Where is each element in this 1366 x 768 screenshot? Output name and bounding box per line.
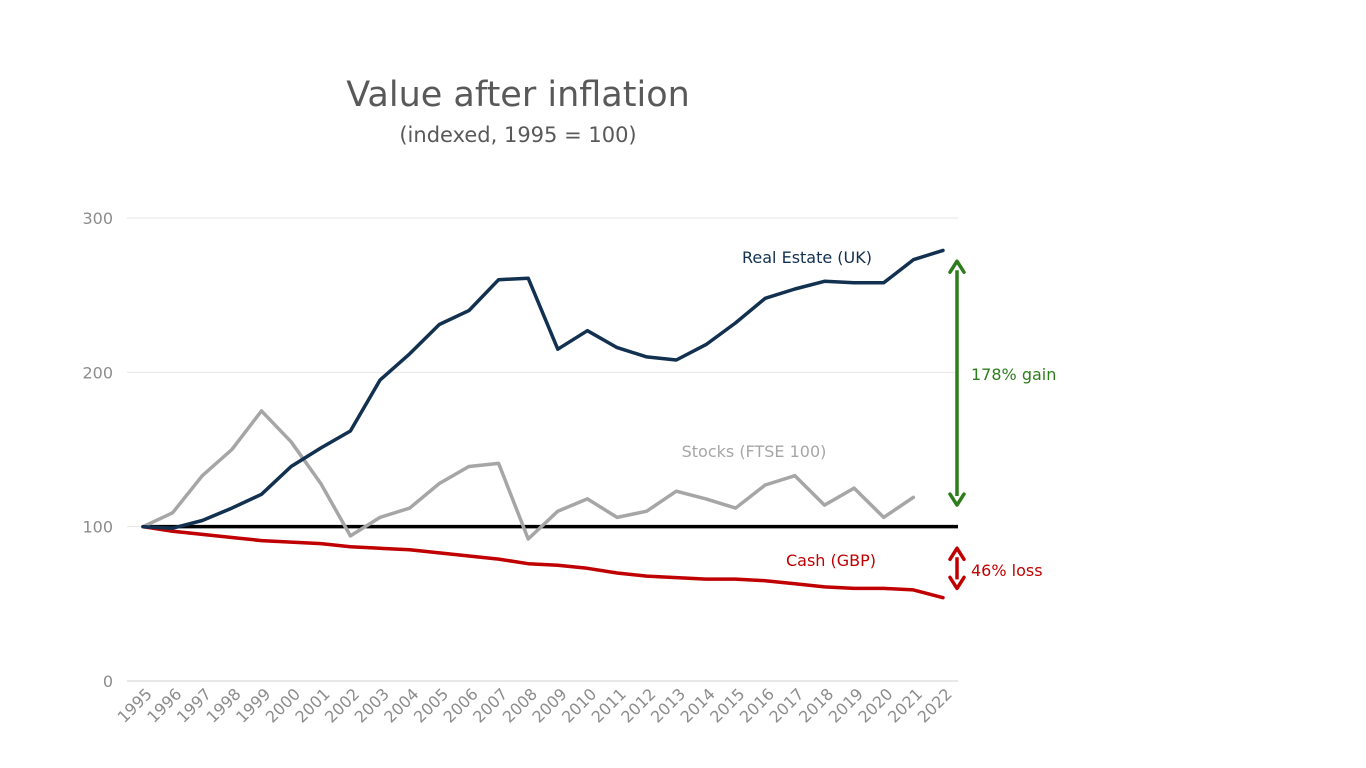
x-tick-label-2022: 2022 (914, 684, 956, 726)
y-tick-label-100: 100 (82, 518, 113, 537)
series-label-cash-gbp: Cash (GBP) (786, 551, 876, 570)
gridlines (127, 217, 958, 682)
series-label-stocks-ftse-100: Stocks (FTSE 100) (682, 442, 827, 461)
annotation-label: 46% loss (971, 561, 1043, 580)
annotation-0: 178% gain (948, 259, 1056, 507)
annotation-arrow-head-up (948, 546, 966, 562)
chart-subtitle: (indexed, 1995 = 100) (399, 123, 637, 147)
y-tick-label-200: 200 (82, 363, 113, 382)
series-line-cash-gbp (141, 524, 945, 600)
chart-title: Value after inflation (346, 75, 690, 115)
series-line-stocks-ftse-100 (141, 409, 916, 541)
annotation-arrow-head-down (948, 492, 966, 507)
annotation-1: 46% loss (948, 546, 1043, 591)
annotation-arrow-head-down (948, 575, 966, 591)
y-tick-label-300: 300 (82, 209, 113, 228)
y-axis-ticks: 0 100 200 300 (82, 209, 113, 691)
annotations: 178% gain 46% loss (948, 259, 1056, 591)
series-line-real-estate-uk (141, 248, 945, 530)
x-axis-ticks: 1995199619971998199920002001200220032004… (114, 684, 956, 726)
series-lines: Stocks (FTSE 100) Cash (GBP) Real Estate (… (141, 248, 945, 600)
annotation-arrow-head-up (948, 259, 966, 274)
y-tick-label-0: 0 (103, 672, 113, 691)
series-label-real-estate-uk: Real Estate (UK) (742, 248, 872, 267)
annotation-label: 178% gain (971, 365, 1056, 384)
